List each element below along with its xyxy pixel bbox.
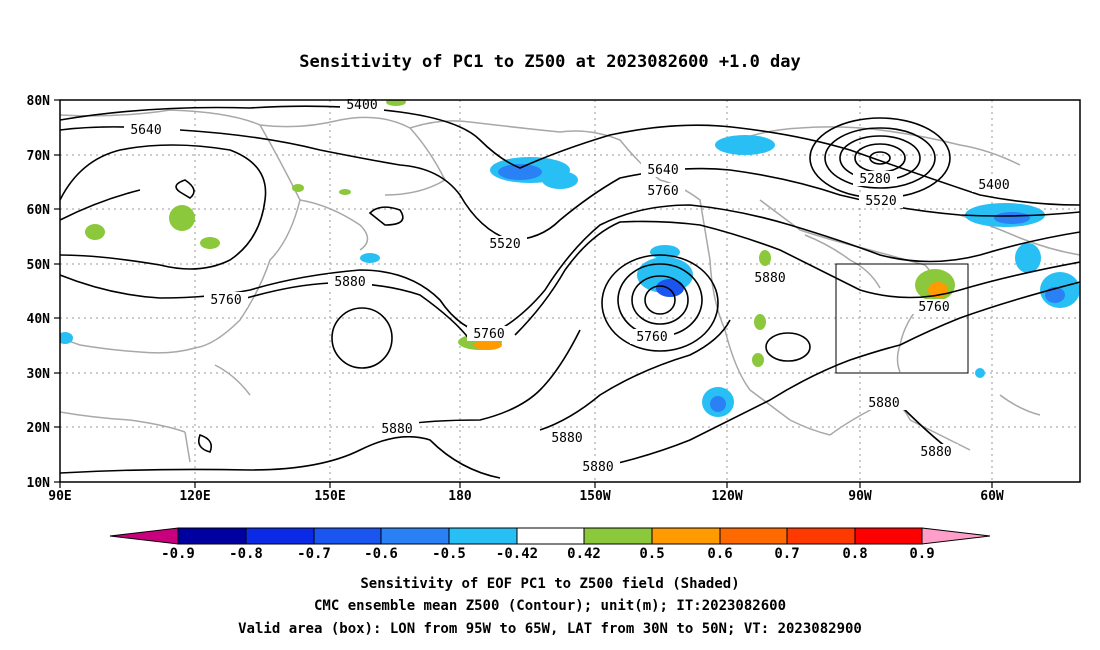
contour-label: 5280 (859, 172, 890, 187)
contour-labels: 5400 5640 5520 5640 5760 5280 5520 5400 … (124, 97, 1016, 475)
colorbar-segment (719, 527, 788, 545)
colorbar-label: -0.8 (229, 546, 263, 562)
contour-label: 5640 (130, 123, 161, 138)
lon-tick-label: 180 (448, 489, 472, 504)
colorbar: -0.9 -0.8 -0.7 -0.6 -0.5 -0.42 0.42 0.5 … (109, 527, 991, 562)
lat-tick-label: 70N (27, 149, 51, 164)
colorbar-segment (448, 527, 518, 545)
colorbar-label: 0.6 (707, 546, 732, 562)
colorbar-label: 0.9 (909, 546, 934, 562)
caption-line-3: Valid area (box): LON from 95W to 65W, L… (238, 621, 862, 637)
colorbar-segment (313, 527, 382, 545)
colorbar-label: -0.7 (297, 546, 331, 562)
caption-line-1: Sensitivity of EOF PC1 to Z500 field (Sh… (360, 576, 739, 592)
colorbar-label: 0.5 (639, 546, 664, 562)
lat-tick-label: 50N (27, 258, 51, 273)
contour-label: 5880 (920, 445, 951, 460)
contour-label: 5400 (978, 178, 1009, 193)
lon-tick-label: 90E (48, 489, 71, 504)
lon-tick-label: 150W (579, 489, 610, 504)
colorbar-segment (516, 527, 585, 545)
contour-label: 5880 (868, 396, 899, 411)
lat-tick-label: 40N (27, 312, 51, 327)
colorbar-segment (109, 527, 179, 545)
colorbar-segment (245, 527, 315, 545)
contour-label: 5880 (334, 275, 365, 290)
lat-tick-label: 10N (27, 476, 51, 491)
contour-label: 5880 (754, 271, 785, 286)
colorbar-segment (921, 527, 991, 545)
lat-tick-label: 20N (27, 421, 51, 436)
lon-tick-label: 120W (711, 489, 742, 504)
colorbar-label: -0.6 (364, 546, 398, 562)
caption-line-2: CMC ensemble mean Z500 (Contour); unit(m… (314, 598, 786, 614)
lon-tick-label: 150E (314, 489, 345, 504)
lat-tick-label: 30N (27, 367, 51, 382)
colorbar-segment (177, 527, 247, 545)
contour-label: 5400 (346, 98, 377, 113)
colorbar-segment (583, 527, 653, 545)
colorbar-label: -0.9 (161, 546, 195, 562)
contour-label: 5880 (551, 431, 582, 446)
map-panel: 5400 5640 5520 5640 5760 5280 5520 5400 … (27, 94, 1081, 504)
lat-tick-labels: 80N 70N 60N 50N 40N 30N 20N 10N (27, 94, 51, 491)
colorbar-segment (651, 527, 721, 545)
colorbar-label: 0.42 (567, 546, 601, 562)
map-frame (59, 99, 1081, 483)
contour-label: 5760 (918, 300, 949, 315)
lon-tick-label: 90W (848, 489, 872, 504)
colorbar-label: 0.8 (842, 546, 867, 562)
lon-tick-label: 60W (980, 489, 1004, 504)
lon-tick-label: 120E (179, 489, 210, 504)
contour-label: 5760 (636, 330, 667, 345)
contour-label: 5760 (647, 184, 678, 199)
valid-area-box (835, 263, 969, 374)
contour-label: 5520 (489, 237, 520, 252)
contour-label: 5880 (582, 460, 613, 475)
contour-label: 5640 (647, 163, 678, 178)
contour-label: 5760 (210, 293, 241, 308)
colorbar-segment (786, 527, 856, 545)
contour-label: 5880 (381, 422, 412, 437)
lat-tick-label: 60N (27, 203, 51, 218)
axis-ticks (54, 99, 993, 488)
colorbar-segment (854, 527, 923, 545)
colorbar-label: -0.5 (432, 546, 466, 562)
contour-label: 5760 (473, 327, 504, 342)
lat-tick-label: 80N (27, 94, 51, 109)
coastlines (60, 109, 1080, 463)
colorbar-label: 0.7 (774, 546, 799, 562)
lon-tick-labels: 90E 120E 150E 180 150W 120W 90W 60W (48, 489, 1004, 504)
contour-label: 5520 (865, 194, 896, 209)
colorbar-label: -0.42 (496, 546, 538, 562)
colorbar-segment (380, 527, 450, 545)
figure-title: Sensitivity of PC1 to Z500 at 2023082600… (299, 52, 801, 72)
